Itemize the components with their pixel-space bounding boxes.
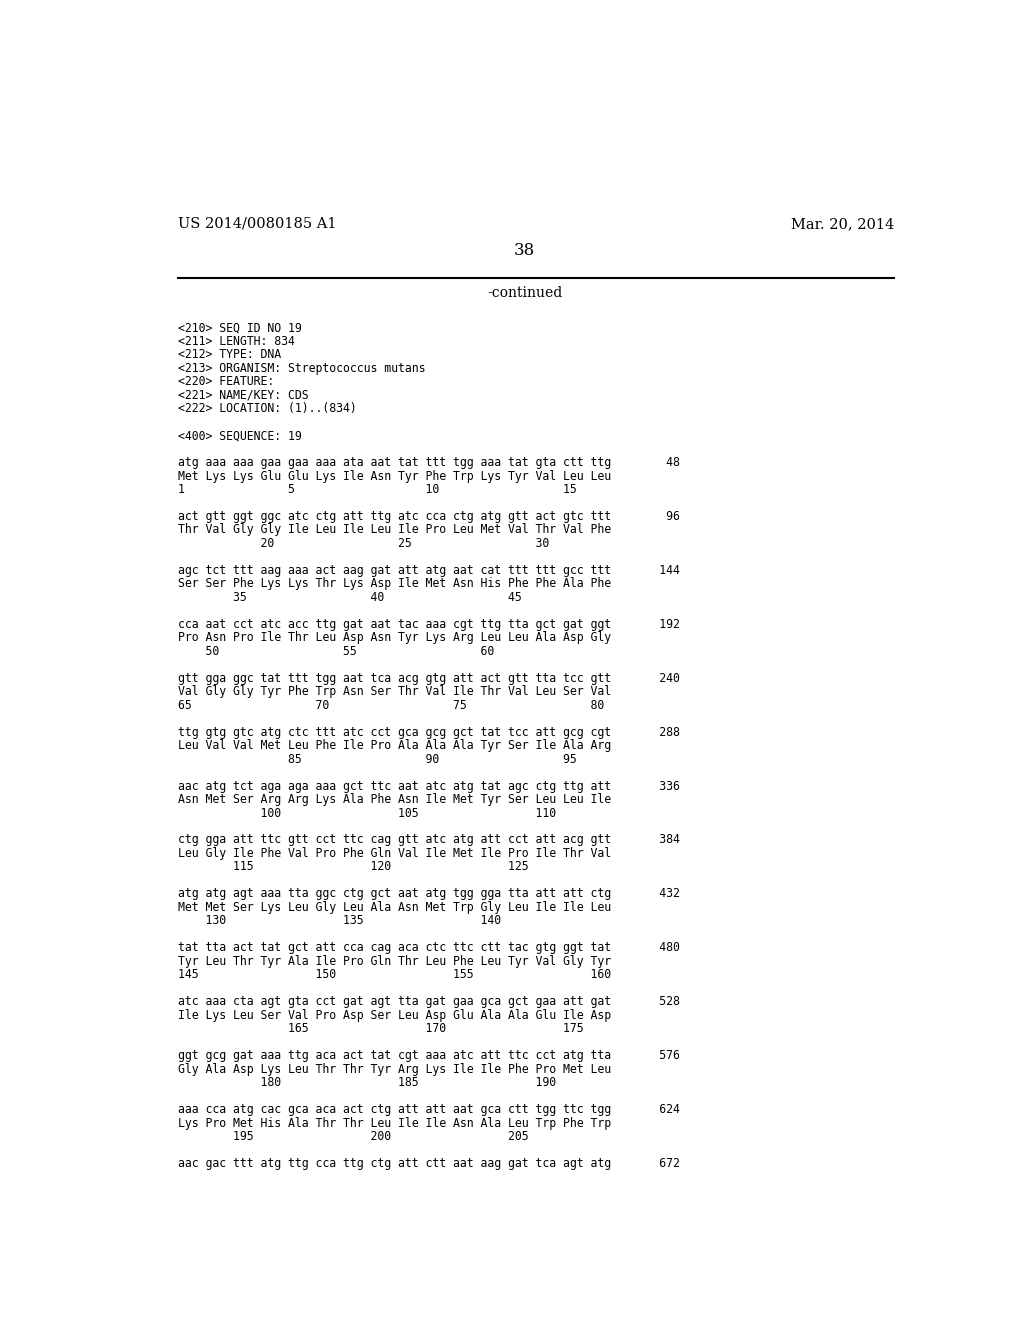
Text: 145                 150                 155                 160: 145 150 155 160 bbox=[178, 969, 611, 981]
Text: Leu Gly Ile Phe Val Pro Phe Gln Val Ile Met Ile Pro Ile Thr Val: Leu Gly Ile Phe Val Pro Phe Gln Val Ile … bbox=[178, 847, 611, 859]
Text: gtt gga ggc tat ttt tgg aat tca acg gtg att act gtt tta tcc gtt       240: gtt gga ggc tat ttt tgg aat tca acg gtg … bbox=[178, 672, 680, 685]
Text: ctg gga att ttc gtt cct ttc cag gtt atc atg att cct att acg gtt       384: ctg gga att ttc gtt cct ttc cag gtt atc … bbox=[178, 833, 680, 846]
Text: act gtt ggt ggc atc ctg att ttg atc cca ctg atg gtt act gtc ttt        96: act gtt ggt ggc atc ctg att ttg atc cca … bbox=[178, 510, 680, 523]
Text: agc tct ttt aag aaa act aag gat att atg aat cat ttt ttt gcc ttt       144: agc tct ttt aag aaa act aag gat att atg … bbox=[178, 564, 680, 577]
Text: 50                  55                  60: 50 55 60 bbox=[178, 644, 495, 657]
Text: 195                 200                 205: 195 200 205 bbox=[178, 1130, 528, 1143]
Text: 35                  40                  45: 35 40 45 bbox=[178, 591, 522, 603]
Text: Ile Lys Leu Ser Val Pro Asp Ser Leu Asp Glu Ala Ala Glu Ile Asp: Ile Lys Leu Ser Val Pro Asp Ser Leu Asp … bbox=[178, 1008, 611, 1022]
Text: 1               5                   10                  15: 1 5 10 15 bbox=[178, 483, 577, 496]
Text: atg aaa aaa gaa gaa aaa ata aat tat ttt tgg aaa tat gta ctt ttg        48: atg aaa aaa gaa gaa aaa ata aat tat ttt … bbox=[178, 457, 680, 469]
Text: 130                 135                 140: 130 135 140 bbox=[178, 915, 501, 928]
Text: <213> ORGANISM: Streptococcus mutans: <213> ORGANISM: Streptococcus mutans bbox=[178, 362, 426, 375]
Text: Asn Met Ser Arg Arg Lys Ala Phe Asn Ile Met Tyr Ser Leu Leu Ile: Asn Met Ser Arg Arg Lys Ala Phe Asn Ile … bbox=[178, 793, 611, 807]
Text: tat tta act tat gct att cca cag aca ctc ttc ctt tac gtg ggt tat       480: tat tta act tat gct att cca cag aca ctc … bbox=[178, 941, 680, 954]
Text: aac gac ttt atg ttg cca ttg ctg att ctt aat aag gat tca agt atg       672: aac gac ttt atg ttg cca ttg ctg att ctt … bbox=[178, 1156, 680, 1170]
Text: <220> FEATURE:: <220> FEATURE: bbox=[178, 375, 274, 388]
Text: 85                  90                  95: 85 90 95 bbox=[178, 752, 577, 766]
Text: cca aat cct atc acc ttg gat aat tac aaa cgt ttg tta gct gat ggt       192: cca aat cct atc acc ttg gat aat tac aaa … bbox=[178, 618, 680, 631]
Text: Pro Asn Pro Ile Thr Leu Asp Asn Tyr Lys Arg Leu Leu Ala Asp Gly: Pro Asn Pro Ile Thr Leu Asp Asn Tyr Lys … bbox=[178, 631, 611, 644]
Text: US 2014/0080185 A1: US 2014/0080185 A1 bbox=[178, 216, 337, 231]
Text: 115                 120                 125: 115 120 125 bbox=[178, 861, 528, 874]
Text: ggt gcg gat aaa ttg aca act tat cgt aaa atc att ttc cct atg tta       576: ggt gcg gat aaa ttg aca act tat cgt aaa … bbox=[178, 1049, 680, 1063]
Text: <221> NAME/KEY: CDS: <221> NAME/KEY: CDS bbox=[178, 388, 308, 401]
Text: Mar. 20, 2014: Mar. 20, 2014 bbox=[791, 216, 894, 231]
Text: 180                 185                 190: 180 185 190 bbox=[178, 1076, 556, 1089]
Text: Ser Ser Phe Lys Lys Thr Lys Asp Ile Met Asn His Phe Phe Ala Phe: Ser Ser Phe Lys Lys Thr Lys Asp Ile Met … bbox=[178, 577, 611, 590]
Text: atg atg agt aaa tta ggc ctg gct aat atg tgg gga tta att att ctg       432: atg atg agt aaa tta ggc ctg gct aat atg … bbox=[178, 887, 680, 900]
Text: Leu Val Val Met Leu Phe Ile Pro Ala Ala Ala Tyr Ser Ile Ala Arg: Leu Val Val Met Leu Phe Ile Pro Ala Ala … bbox=[178, 739, 611, 752]
Text: 100                 105                 110: 100 105 110 bbox=[178, 807, 556, 820]
Text: 20                  25                  30: 20 25 30 bbox=[178, 537, 549, 550]
Text: Met Met Ser Lys Leu Gly Leu Ala Asn Met Trp Gly Leu Ile Ile Leu: Met Met Ser Lys Leu Gly Leu Ala Asn Met … bbox=[178, 900, 611, 913]
Text: ttg gtg gtc atg ctc ttt atc cct gca gcg gct tat tcc att gcg cgt       288: ttg gtg gtc atg ctc ttt atc cct gca gcg … bbox=[178, 726, 680, 739]
Text: 165                 170                 175: 165 170 175 bbox=[178, 1022, 584, 1035]
Text: <212> TYPE: DNA: <212> TYPE: DNA bbox=[178, 348, 282, 362]
Text: <222> LOCATION: (1)..(834): <222> LOCATION: (1)..(834) bbox=[178, 403, 356, 416]
Text: Tyr Leu Thr Tyr Ala Ile Pro Gln Thr Leu Phe Leu Tyr Val Gly Tyr: Tyr Leu Thr Tyr Ala Ile Pro Gln Thr Leu … bbox=[178, 954, 611, 968]
Text: Met Lys Lys Glu Glu Lys Ile Asn Tyr Phe Trp Lys Tyr Val Leu Leu: Met Lys Lys Glu Glu Lys Ile Asn Tyr Phe … bbox=[178, 470, 611, 483]
Text: atc aaa cta agt gta cct gat agt tta gat gaa gca gct gaa att gat       528: atc aaa cta agt gta cct gat agt tta gat … bbox=[178, 995, 680, 1008]
Text: Lys Pro Met His Ala Thr Thr Leu Ile Ile Asn Ala Leu Trp Phe Trp: Lys Pro Met His Ala Thr Thr Leu Ile Ile … bbox=[178, 1117, 611, 1130]
Text: 65                  70                  75                  80: 65 70 75 80 bbox=[178, 698, 604, 711]
Text: -continued: -continued bbox=[487, 286, 562, 300]
Text: aaa cca atg cac gca aca act ctg att att aat gca ctt tgg ttc tgg       624: aaa cca atg cac gca aca act ctg att att … bbox=[178, 1104, 680, 1115]
Text: <400> SEQUENCE: 19: <400> SEQUENCE: 19 bbox=[178, 429, 302, 442]
Text: Val Gly Gly Tyr Phe Trp Asn Ser Thr Val Ile Thr Val Leu Ser Val: Val Gly Gly Tyr Phe Trp Asn Ser Thr Val … bbox=[178, 685, 611, 698]
Text: aac atg tct aga aga aaa gct ttc aat atc atg tat agc ctg ttg att       336: aac atg tct aga aga aaa gct ttc aat atc … bbox=[178, 780, 680, 792]
Text: Thr Val Gly Gly Ile Leu Ile Leu Ile Pro Leu Met Val Thr Val Phe: Thr Val Gly Gly Ile Leu Ile Leu Ile Pro … bbox=[178, 524, 611, 536]
Text: 38: 38 bbox=[514, 243, 536, 259]
Text: <210> SEQ ID NO 19: <210> SEQ ID NO 19 bbox=[178, 321, 302, 334]
Text: Gly Ala Asp Lys Leu Thr Thr Tyr Arg Lys Ile Ile Phe Pro Met Leu: Gly Ala Asp Lys Leu Thr Thr Tyr Arg Lys … bbox=[178, 1063, 611, 1076]
Text: <211> LENGTH: 834: <211> LENGTH: 834 bbox=[178, 335, 295, 347]
